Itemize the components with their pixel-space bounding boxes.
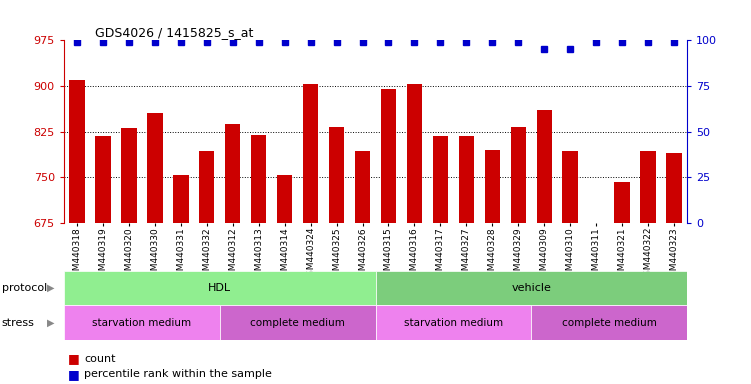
Bar xyxy=(354,151,370,223)
Bar xyxy=(121,129,137,223)
Text: ▶: ▶ xyxy=(47,283,54,293)
Bar xyxy=(277,175,292,223)
Bar xyxy=(69,80,85,223)
Bar xyxy=(329,127,344,223)
Bar xyxy=(666,153,682,223)
Bar xyxy=(589,223,604,226)
Bar xyxy=(220,305,376,340)
Text: complete medium: complete medium xyxy=(562,318,656,328)
Bar xyxy=(95,136,110,223)
Bar xyxy=(536,110,552,223)
Text: ■: ■ xyxy=(68,368,80,381)
Text: starvation medium: starvation medium xyxy=(404,318,503,328)
Text: ▶: ▶ xyxy=(47,318,54,328)
Bar xyxy=(381,89,397,223)
Bar xyxy=(173,175,189,223)
Text: complete medium: complete medium xyxy=(250,318,345,328)
Bar xyxy=(199,151,215,223)
Text: HDL: HDL xyxy=(208,283,231,293)
Bar xyxy=(641,151,656,223)
Text: percentile rank within the sample: percentile rank within the sample xyxy=(84,369,272,379)
Bar xyxy=(532,305,687,340)
Text: stress: stress xyxy=(2,318,35,328)
Bar xyxy=(376,271,687,305)
Text: count: count xyxy=(84,354,116,364)
Bar xyxy=(459,136,474,223)
Bar xyxy=(407,84,422,223)
Bar xyxy=(251,134,267,223)
Text: protocol: protocol xyxy=(2,283,47,293)
Bar xyxy=(303,84,318,223)
Bar xyxy=(484,150,500,223)
Bar xyxy=(614,182,630,223)
Bar xyxy=(433,136,448,223)
Bar xyxy=(64,305,220,340)
Text: starvation medium: starvation medium xyxy=(92,318,192,328)
Bar xyxy=(511,127,526,223)
Bar xyxy=(225,124,240,223)
Bar xyxy=(64,271,376,305)
Bar xyxy=(147,113,162,223)
Text: GDS4026 / 1415825_s_at: GDS4026 / 1415825_s_at xyxy=(95,26,253,39)
Bar xyxy=(376,305,532,340)
Bar xyxy=(562,151,578,223)
Text: vehicle: vehicle xyxy=(511,283,551,293)
Text: ■: ■ xyxy=(68,353,80,366)
